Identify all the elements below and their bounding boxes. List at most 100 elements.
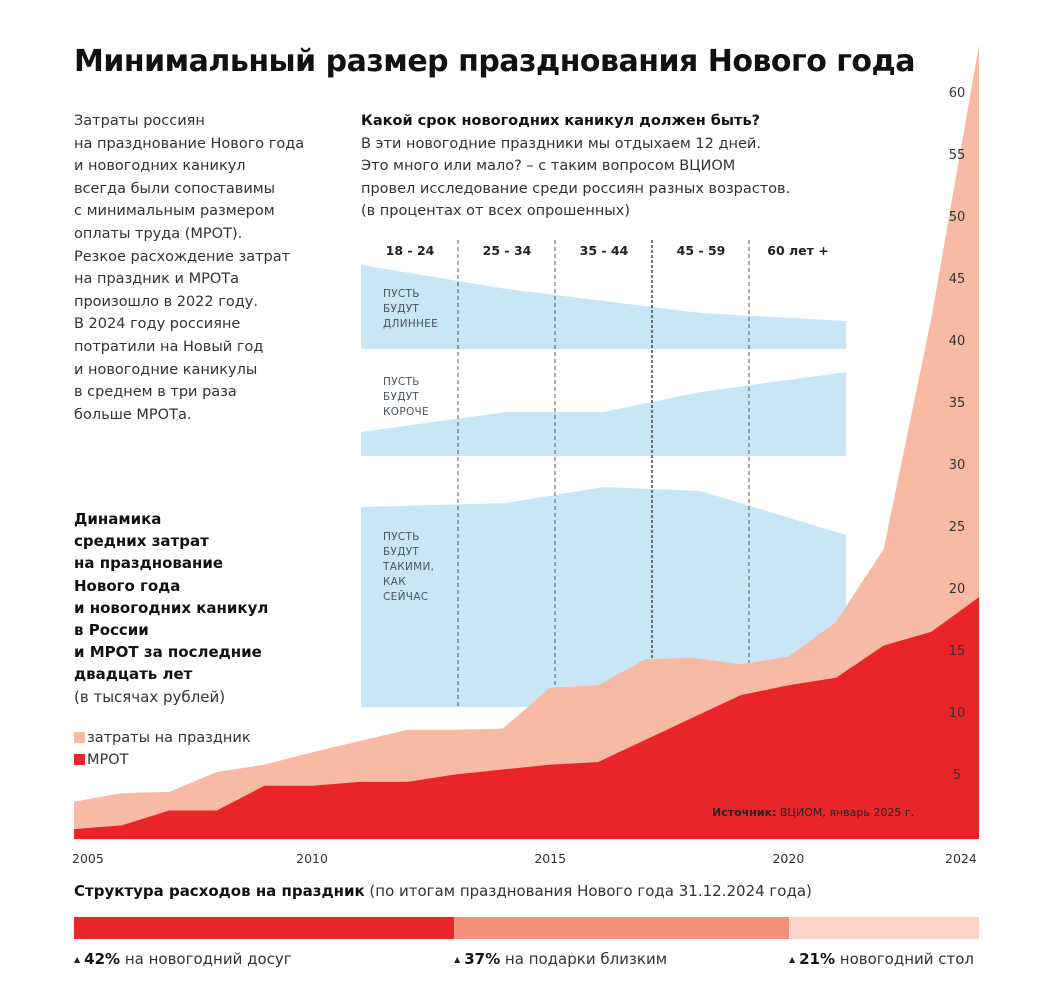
y-tick-label: 15 bbox=[948, 643, 966, 659]
survey-question: Какой срок новогодних каникул должен быт… bbox=[361, 113, 761, 129]
x-tick-label: 2010 bbox=[296, 851, 328, 866]
survey-line: (в процентах от всех опрошенных) bbox=[361, 203, 630, 220]
structure-segment-percent: 37% bbox=[464, 950, 501, 968]
dynamics-title-line: средних затрат bbox=[74, 532, 209, 551]
dynamics-title: Динамика средних затрат на празднование … bbox=[74, 508, 334, 686]
survey-band-label: ПУСТЬ БУДУТ ДЛИННЕЕ bbox=[383, 287, 438, 332]
intro-line: с минимальным размером bbox=[74, 203, 275, 220]
y-tick-label: 5 bbox=[952, 767, 962, 783]
dynamics-heading: Динамика средних затрат на празднование … bbox=[74, 508, 334, 708]
structure-segment-text: на новогодний досуг bbox=[120, 950, 292, 968]
intro-line: всегда были сопоставимы bbox=[74, 180, 276, 197]
triangle-marker-icon: ▲ bbox=[788, 955, 796, 964]
survey-band bbox=[361, 372, 846, 456]
survey-line: Это много или мало? – с таким вопросом В… bbox=[361, 158, 736, 175]
survey-bands bbox=[361, 265, 846, 707]
survey-band-label-line: ПУСТЬ bbox=[383, 376, 420, 388]
y-tick-label: 45 bbox=[948, 271, 966, 287]
legend-item-spending: затраты на праздник bbox=[74, 730, 251, 746]
y-tick-label: 35 bbox=[948, 395, 966, 411]
legend-swatch-mrot bbox=[74, 754, 85, 765]
structure-segment-label: ▲ 37% на подарки близким bbox=[454, 950, 667, 968]
intro-line: на праздник и МРОТа bbox=[74, 271, 239, 288]
structure-segment bbox=[454, 917, 789, 939]
x-tick-label: 2015 bbox=[534, 851, 567, 866]
survey-line: провел исследование среди россиян разных… bbox=[361, 180, 791, 197]
dynamics-title-line: и МРОТ за последние bbox=[74, 643, 262, 662]
survey-band bbox=[361, 487, 846, 707]
survey-band-label-line: БУДУТ bbox=[383, 391, 420, 403]
y-tick-label: 20 bbox=[948, 581, 966, 597]
structure-segment bbox=[74, 917, 455, 939]
intro-line: и новогодних каникул bbox=[74, 158, 246, 175]
spending-mrot-areas bbox=[74, 45, 979, 839]
structure-segment bbox=[789, 917, 979, 939]
x-tick-label: 2020 bbox=[772, 851, 805, 866]
survey-line: В эти новогодние праздники мы отдыхаем 1… bbox=[361, 135, 761, 152]
intro-line: Затраты россиян bbox=[74, 113, 205, 129]
source-note: Источник: ВЦИОМ, январь 2025 г. bbox=[712, 806, 914, 819]
survey-band-label-line: ПУСТЬ bbox=[383, 288, 420, 300]
intro-line: оплаты труда (МРОТ). bbox=[74, 225, 243, 242]
survey-band-label-line: СЕЙЧАС bbox=[383, 591, 429, 603]
y-tick-label: 40 bbox=[948, 333, 966, 349]
survey-band-label-line: БУДУТ bbox=[383, 546, 420, 558]
intro-text: Затраты россиян на празднование Нового г… bbox=[74, 110, 344, 426]
structure-segment-percent: 42% bbox=[84, 950, 121, 968]
legend-item-mrot: МРОТ bbox=[74, 752, 129, 768]
y-tick-label: 25 bbox=[948, 519, 966, 535]
age-group-label: 35 - 44 bbox=[579, 243, 629, 258]
dynamics-unit: (в тысячах рублей) bbox=[74, 687, 226, 706]
area-mrot bbox=[74, 597, 979, 839]
intro-line: и новогодние каникулы bbox=[74, 361, 258, 378]
intro-line: В 2024 году россияне bbox=[74, 316, 241, 333]
dynamics-title-line: на празднование bbox=[74, 554, 224, 573]
age-group-label: 60 лет + bbox=[767, 243, 829, 258]
survey-band bbox=[361, 265, 846, 349]
dynamics-title-line: в России bbox=[74, 621, 149, 640]
age-group-label: 18 - 24 bbox=[385, 243, 435, 258]
survey-band-label: ПУСТЬ БУДУТ КОРОЧЕ bbox=[383, 375, 429, 420]
survey-band-label-line: БУДУТ bbox=[383, 303, 420, 315]
y-tick-label: 60 bbox=[948, 85, 966, 101]
survey-band-label-line: ТАКИМИ, bbox=[383, 561, 435, 573]
triangle-marker-icon: ▲ bbox=[454, 955, 461, 964]
survey-text: Какой срок новогодних каникул должен быт… bbox=[361, 110, 921, 223]
legend-label-spending: затраты на праздник bbox=[87, 730, 251, 746]
intro-line: потратили на Новый год bbox=[74, 338, 264, 355]
age-group-label: 25 - 34 bbox=[482, 243, 532, 258]
survey-band-label: ПУСТЬ БУДУТ ТАКИМИ, КАК СЕЙЧАС bbox=[383, 530, 434, 605]
legend-swatch-spending bbox=[74, 732, 85, 743]
structure-segment-text: новогодний стол bbox=[835, 950, 975, 968]
structure-segment-text: на подарки близким bbox=[500, 950, 668, 968]
source-text: ВЦИОМ, январь 2025 г. bbox=[776, 806, 915, 819]
structure-title: Структура расходов на праздник (по итога… bbox=[74, 882, 812, 900]
x-tick-label: 2024 bbox=[945, 851, 977, 866]
structure-segment-label: ▲ 21% новогодний стол bbox=[789, 950, 974, 968]
intro-line: на празднование Нового года bbox=[74, 135, 305, 152]
survey-band-label-line: ДЛИННЕЕ bbox=[383, 318, 439, 330]
dynamics-title-line: и новогодних каникул bbox=[74, 598, 269, 617]
intro-line: произошло в 2022 году. bbox=[74, 293, 258, 310]
page-title: Минимальный размер празднования Нового г… bbox=[74, 44, 916, 79]
survey-band-label-line: ПУСТЬ bbox=[383, 531, 420, 543]
dynamics-title-line: Нового года bbox=[74, 576, 181, 595]
y-tick-label: 30 bbox=[948, 457, 966, 473]
intro-line: Резкое расхождение затрат bbox=[74, 248, 291, 265]
y-tick-label: 10 bbox=[948, 705, 966, 721]
age-dividers bbox=[457, 240, 750, 707]
structure-segment-label: ▲ 42% на новогодний досуг bbox=[74, 950, 292, 968]
structure-segment-percent: 21% bbox=[799, 950, 835, 968]
dynamics-title-line: Динамика bbox=[74, 510, 162, 528]
intro-line: больше МРОТа. bbox=[74, 406, 192, 423]
dynamics-title-line: двадцать лет bbox=[74, 665, 193, 684]
legend-label-mrot: МРОТ bbox=[87, 752, 129, 768]
y-tick-label: 50 bbox=[948, 209, 966, 225]
structure-title-bold: Структура расходов на праздник bbox=[74, 882, 365, 900]
structure-bar bbox=[74, 917, 979, 939]
age-group-label: 45 - 59 bbox=[676, 243, 726, 258]
x-tick-label: 2005 bbox=[72, 851, 104, 866]
structure-subtitle: (по итогам празднования Нового года 31.1… bbox=[364, 882, 812, 900]
survey-band-label-line: КАК bbox=[383, 576, 406, 588]
